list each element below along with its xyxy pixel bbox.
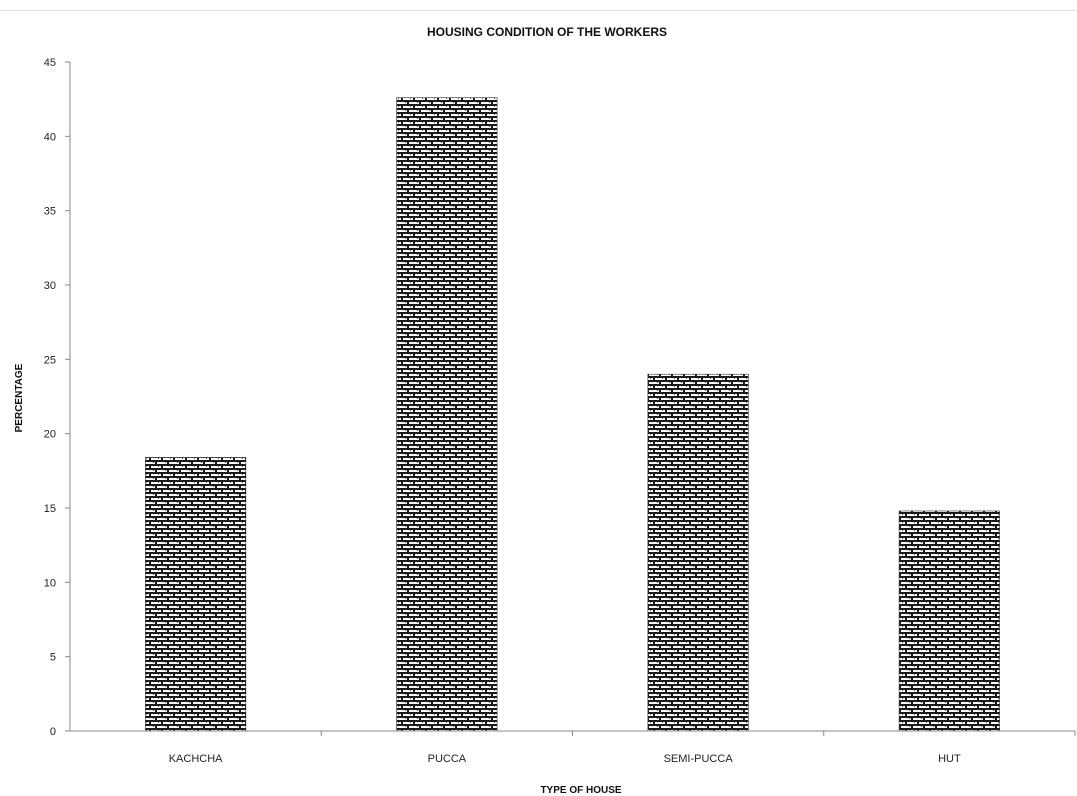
chart-title: HOUSING CONDITION OF THE WORKERS: [427, 25, 667, 39]
x-axis-title: TYPE OF HOUSE: [540, 785, 621, 796]
x-tick-label: KACHCHA: [169, 753, 223, 765]
y-tick-label: 15: [44, 503, 56, 515]
y-tick-label: 10: [44, 577, 56, 589]
y-tick-label: 20: [44, 429, 56, 441]
y-tick-label: 35: [44, 206, 56, 218]
bar: [898, 510, 1000, 732]
y-axis: 0 5 10 15 20 25 30 35 40 45: [44, 57, 71, 738]
x-tick-label: PUCCA: [428, 753, 467, 765]
y-tick-label: 5: [50, 652, 56, 664]
y-tick-label: 45: [44, 57, 56, 69]
x-tick-label: SEMI-PUCCA: [664, 753, 734, 765]
y-tick-label: 40: [44, 131, 56, 143]
x-axis: KACHCHA PUCCA SEMI-PUCCA HUT: [70, 730, 1076, 765]
bar: [145, 457, 247, 732]
y-tick-label: 0: [50, 726, 56, 738]
bars: [145, 97, 1000, 732]
y-tick-label: 30: [44, 280, 56, 292]
y-axis-title: PERCENTAGE: [14, 363, 25, 432]
bar: [647, 373, 749, 732]
x-tick-label: HUT: [938, 753, 961, 765]
y-tick-label: 25: [44, 354, 56, 366]
chart-frame: [0, 10, 1077, 796]
bar: [396, 97, 498, 732]
